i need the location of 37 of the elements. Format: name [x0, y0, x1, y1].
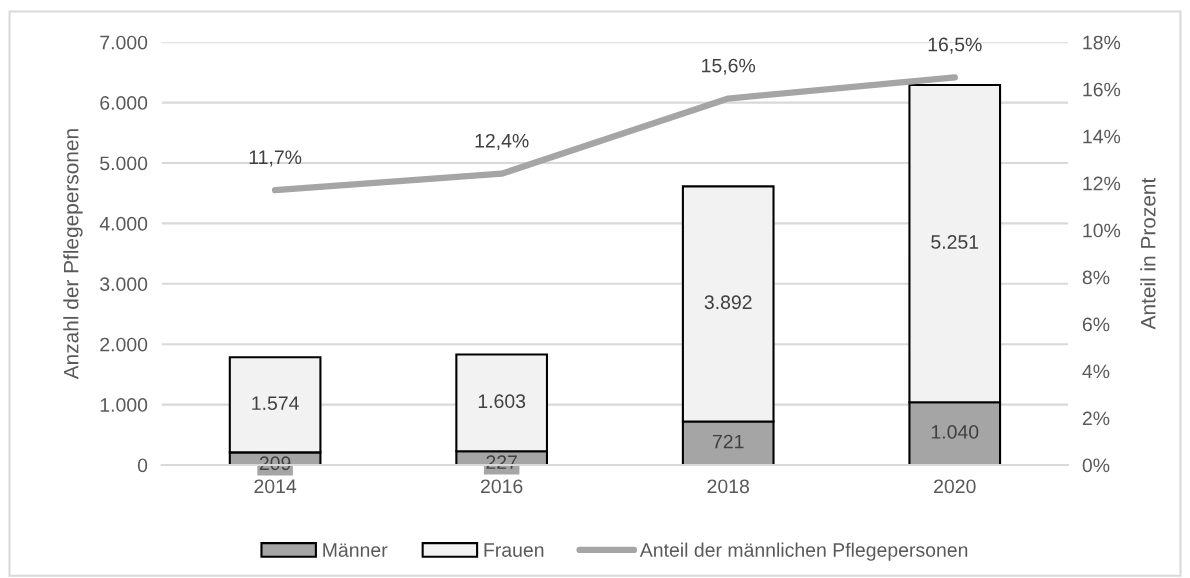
- data-label: 5.251: [931, 235, 979, 249]
- data-label: 16,5%: [928, 37, 982, 54]
- y2-tick-label: 18%: [1083, 35, 1121, 50]
- data-label: 15,6%: [702, 58, 756, 75]
- y-tick-label: 2.000: [100, 337, 148, 352]
- y-tick-label: 7.000: [100, 35, 148, 50]
- y-tick-label: 0: [137, 458, 148, 473]
- y-tick-label: 4.000: [99, 216, 148, 231]
- y2-tick-label: 16%: [1083, 82, 1121, 97]
- y2-tick-label: 12%: [1083, 176, 1121, 191]
- y-tick-label: 1.000: [100, 398, 148, 412]
- legend-label: Frauen: [484, 543, 544, 557]
- data-label: 11,7%: [249, 150, 302, 167]
- x-tick-label: 2020: [934, 479, 976, 494]
- data-label: 12,4%: [475, 133, 529, 150]
- y2-tick-label: 6%: [1082, 317, 1110, 332]
- x-tick-label: 2018: [707, 479, 749, 494]
- y-tick-label: 5.000: [100, 156, 148, 171]
- y2-tick-label: 2%: [1082, 411, 1110, 426]
- legend-label: Anteil der männlichen Pflegepersonen: [639, 542, 968, 561]
- data-label: 1.574: [252, 396, 299, 411]
- legend-label: Männer: [323, 543, 388, 557]
- y-axis-title: Anzahl der Pflegepersonen: [63, 129, 83, 380]
- data-label: 721: [712, 434, 744, 449]
- data-label: 3.892: [704, 295, 752, 310]
- y-tick-label: 3.000: [100, 277, 148, 292]
- x-tick-label: 2016: [481, 479, 523, 494]
- y2-tick-label: 4%: [1082, 364, 1110, 379]
- y-tick-label: 6.000: [100, 96, 148, 110]
- data-label: 1.040: [931, 425, 979, 439]
- y2-axis-title: Anteil in Prozent: [1140, 177, 1156, 330]
- x-tick-label: 2014: [254, 479, 297, 494]
- y2-tick-label: 14%: [1083, 129, 1121, 144]
- data-label: 1.603: [478, 394, 526, 409]
- y2-tick-label: 10%: [1083, 223, 1121, 238]
- y2-tick-label: 0%: [1082, 458, 1110, 473]
- y2-tick-label: 8%: [1082, 270, 1110, 285]
